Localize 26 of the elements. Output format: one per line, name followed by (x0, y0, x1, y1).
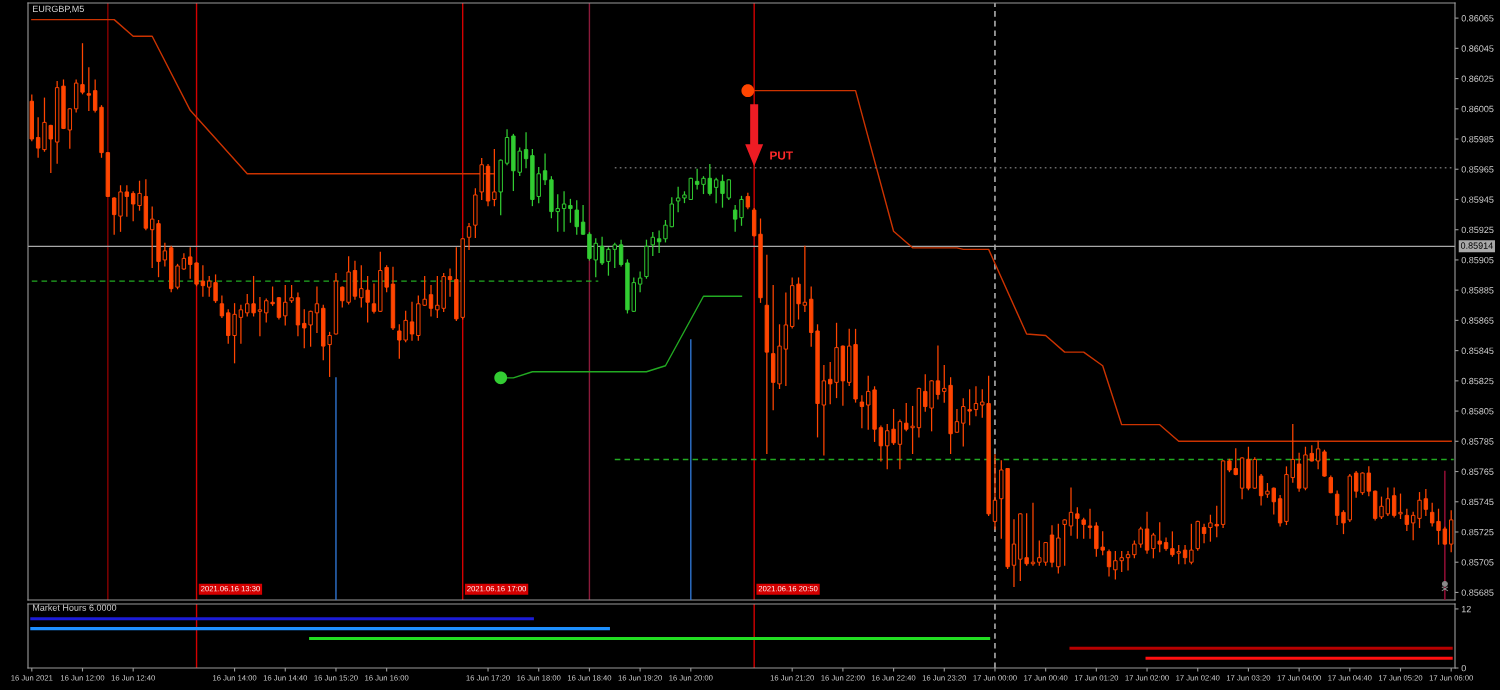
y-tick-label: 0.85945 (1461, 196, 1494, 203)
y-tick-label: 0.85725 (1461, 528, 1494, 536)
y-tick-label: 0.85745 (1461, 498, 1494, 506)
y-tick-label: 0.85805 (1461, 408, 1494, 415)
y-tick-label: 0.85865 (1461, 317, 1494, 324)
y-tick-label: 0.85965 (1461, 166, 1494, 173)
chart-title: EURGBP,M5 (33, 5, 84, 14)
y-tick-label: 0.85705 (1461, 559, 1494, 566)
y-tick-label: 0.85885 (1461, 287, 1494, 294)
y-tick-label: 0.85785 (1461, 438, 1494, 445)
y-tick-label: 0.86065 (1461, 15, 1494, 22)
y-tick-label: 0.85685 (1461, 589, 1494, 596)
y-tick-label: 12 (1461, 605, 1471, 613)
ref-line-label: 0.85914 (1460, 242, 1493, 249)
y-tick-label: 0.85905 (1461, 256, 1494, 264)
y-tick-label: 0.85765 (1461, 468, 1494, 475)
y-tick-label: 0.86045 (1461, 45, 1494, 52)
y-tick-label: 0.85825 (1461, 377, 1494, 385)
annotation: PUT (770, 151, 793, 160)
y-tick-label: 0.85845 (1461, 347, 1494, 354)
y-tick-label: 0.86025 (1461, 75, 1494, 82)
y-tick-label: 0 (1461, 664, 1466, 672)
chart-title: Market Hours 6.0000 (33, 604, 117, 611)
y-tick-label: 0.86005 (1461, 105, 1494, 113)
y-tick-label: 0.85925 (1461, 226, 1494, 234)
y-tick-label: 0.85985 (1461, 135, 1494, 143)
